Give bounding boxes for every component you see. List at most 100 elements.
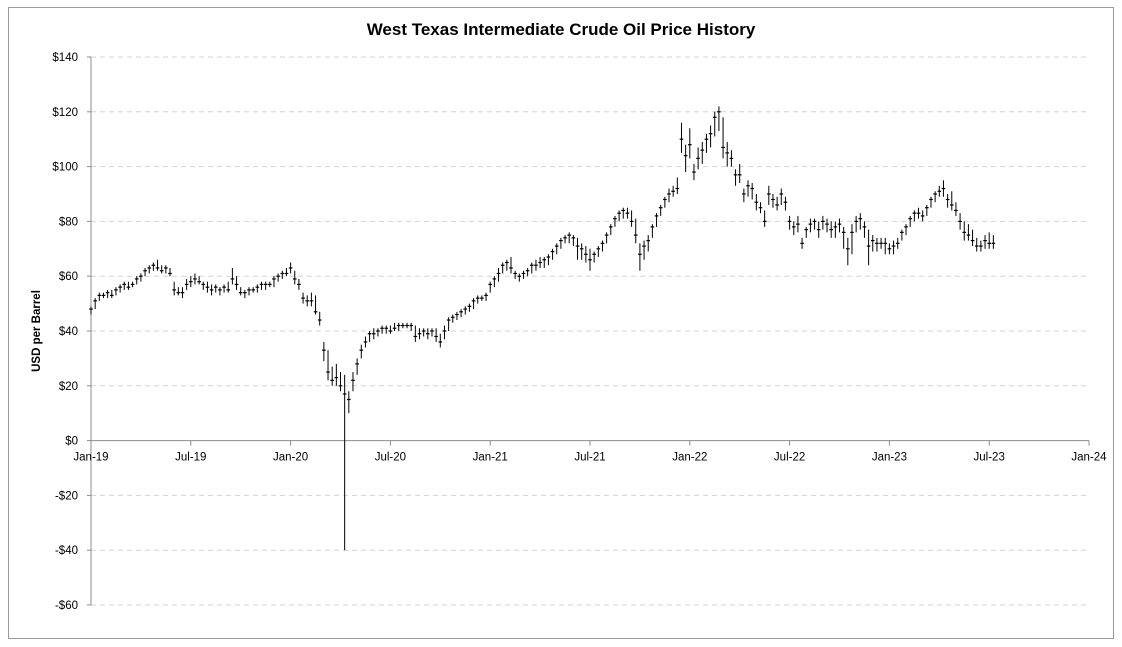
price-bar xyxy=(405,322,409,329)
price-bar xyxy=(101,292,106,299)
price-bar xyxy=(426,328,430,340)
price-bar xyxy=(592,251,596,263)
price-bar xyxy=(488,281,492,293)
price-bar xyxy=(334,363,339,386)
price-bar xyxy=(954,202,958,216)
price-bar xyxy=(430,328,434,337)
price-bar xyxy=(438,333,443,348)
price-bar xyxy=(658,204,663,216)
price-bar xyxy=(559,237,563,249)
price-bar xyxy=(617,210,621,222)
price-bar xyxy=(875,237,879,252)
price-bar xyxy=(825,218,829,233)
price-bar xyxy=(937,185,942,197)
price-bar xyxy=(567,232,572,244)
y-tick-label: $140 xyxy=(52,52,78,64)
price-bar xyxy=(800,237,804,249)
price-bar xyxy=(929,196,933,208)
price-bar xyxy=(317,311,322,326)
price-bar xyxy=(513,270,517,279)
price-bar xyxy=(796,215,800,233)
price-bar xyxy=(895,237,900,249)
price-bar xyxy=(887,243,892,255)
price-bar xyxy=(538,257,542,268)
price-bar xyxy=(330,366,334,386)
price-bar xyxy=(575,237,580,260)
y-tick-label: $120 xyxy=(52,107,78,119)
price-bar xyxy=(667,188,671,203)
price-bar xyxy=(197,276,201,285)
price-bar xyxy=(446,317,451,331)
price-bar xyxy=(471,298,476,310)
price-bar xyxy=(114,287,118,296)
price-bar xyxy=(297,278,301,290)
price-bar xyxy=(742,188,746,203)
price-bar xyxy=(663,196,667,208)
price-bar xyxy=(401,322,405,329)
price-bar xyxy=(775,196,779,211)
price-bar xyxy=(891,240,896,255)
price-bar xyxy=(829,221,833,238)
price-bar xyxy=(467,303,472,312)
price-bar xyxy=(862,221,867,238)
price-bar xyxy=(367,331,372,342)
price-bar xyxy=(139,273,143,282)
price-bar xyxy=(380,325,384,334)
price-bar xyxy=(808,218,813,233)
y-tick-label: -$40 xyxy=(55,545,78,557)
price-bar xyxy=(941,180,946,197)
y-tick-label: $20 xyxy=(59,381,78,393)
price-bar xyxy=(421,328,426,337)
price-bar xyxy=(155,259,160,271)
price-bar xyxy=(733,169,738,186)
price-bar xyxy=(588,248,592,271)
price-bar xyxy=(563,235,567,244)
price-bar xyxy=(122,281,127,290)
price-bar xyxy=(729,150,734,167)
price-bar xyxy=(105,289,110,299)
price-bar xyxy=(384,325,389,334)
price-bar xyxy=(517,273,522,282)
price-bar xyxy=(596,246,601,258)
price-bar xyxy=(974,237,979,252)
price-bar xyxy=(638,243,642,271)
price-bar xyxy=(168,267,172,277)
price-bar xyxy=(771,194,775,208)
price-bar xyxy=(908,215,912,227)
price-bar xyxy=(900,229,904,241)
price-bar xyxy=(322,341,326,362)
price-bar xyxy=(833,221,838,238)
x-tick-label: Jan-19 xyxy=(73,452,108,464)
price-bar xyxy=(218,287,222,296)
price-bar xyxy=(176,287,181,296)
price-bar xyxy=(305,295,310,307)
price-bar xyxy=(89,306,93,315)
price-bar xyxy=(521,270,526,279)
price-bar xyxy=(758,202,763,214)
x-tick-label: Jan-23 xyxy=(872,452,907,464)
price-bar xyxy=(118,284,122,293)
price-bar xyxy=(180,287,185,299)
price-bar xyxy=(696,147,700,170)
price-bar xyxy=(189,276,193,288)
price-bar xyxy=(654,213,659,227)
price-bar xyxy=(442,325,447,340)
price-bar xyxy=(238,287,243,296)
price-bar xyxy=(147,265,152,274)
price-bar xyxy=(450,314,455,323)
price-bar xyxy=(243,289,247,299)
price-bar xyxy=(791,221,796,236)
price-bar xyxy=(276,273,280,282)
x-tick-label: Jul-23 xyxy=(974,452,1005,464)
price-bar xyxy=(925,204,929,216)
price-bar xyxy=(505,259,509,271)
price-bar xyxy=(916,207,921,219)
price-bar xyxy=(351,372,355,392)
price-bar xyxy=(492,276,497,288)
price-bar xyxy=(621,207,626,219)
price-bar xyxy=(159,265,164,274)
price-bar xyxy=(484,292,488,301)
price-bar xyxy=(579,243,584,260)
price-bar xyxy=(812,218,817,230)
price-bar xyxy=(704,133,709,153)
